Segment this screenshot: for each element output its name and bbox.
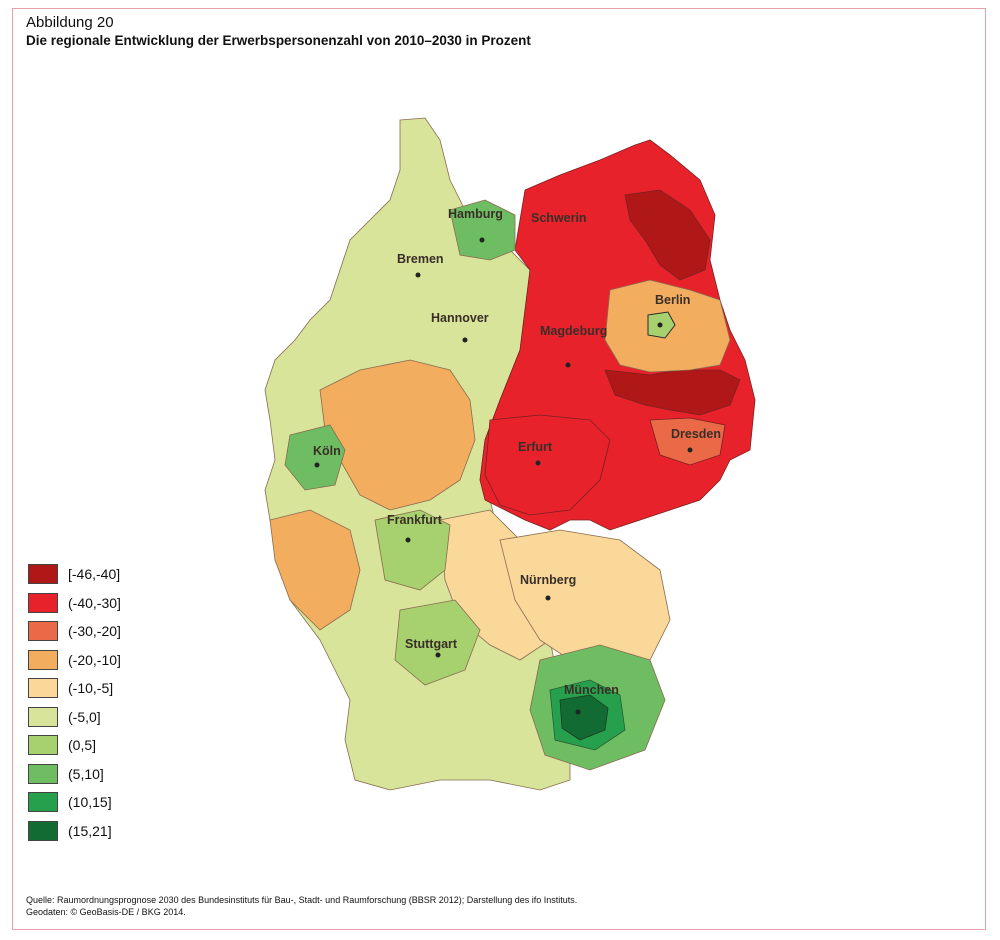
legend-swatch: [28, 763, 58, 784]
legend-item: (-40,-30]: [28, 589, 121, 618]
city-label-magdeburg: Magdeburg: [540, 324, 607, 338]
city-label-muenchen: München: [564, 683, 619, 697]
marker-nuernberg: [545, 595, 551, 601]
region-stuttgart: [394, 599, 481, 686]
legend-swatch: [28, 735, 58, 756]
city-label-berlin: Berlin: [655, 293, 690, 307]
region-rhineland-orange: [269, 509, 361, 631]
region-lausitz-dark: [604, 369, 741, 416]
source-line-1: Quelle: Raumordnungsprognose 2030 des Bu…: [26, 895, 578, 905]
city-label-koeln: Köln: [313, 444, 341, 458]
source-note: Quelle: Raumordnungsprognose 2030 des Bu…: [26, 894, 577, 918]
city-markers: [314, 237, 693, 715]
legend-label: (0,5]: [68, 737, 97, 754]
legend-label: (-30,-20]: [68, 623, 121, 640]
marker-erfurt: [535, 460, 541, 466]
city-label-dresden: Dresden: [671, 427, 721, 441]
legend-item: (-30,-20]: [28, 617, 121, 646]
legend-item: (-20,-10]: [28, 646, 121, 675]
marker-dresden: [687, 447, 693, 453]
legend-swatch: [28, 592, 58, 613]
legend-swatch: [28, 820, 58, 841]
germany-choropleth-map: Hamburg Schwerin Bremen Berlin Hannover …: [264, 117, 756, 791]
marker-stuttgart: [435, 652, 441, 658]
legend-swatch: [28, 706, 58, 727]
city-label-bremen: Bremen: [397, 252, 444, 266]
legend-label: [-46,-40]: [68, 566, 121, 583]
legend-label: (5,10]: [68, 765, 104, 782]
city-label-stuttgart: Stuttgart: [405, 637, 458, 651]
marker-magdeburg: [565, 362, 571, 368]
marker-koeln: [314, 462, 320, 468]
region-koeln: [284, 424, 346, 491]
legend-label: (-10,-5]: [68, 680, 114, 697]
region-dresden: [649, 417, 726, 466]
marker-hannover: [462, 337, 468, 343]
legend-label: (-20,-10]: [68, 651, 121, 668]
legend-label: (-5,0]: [68, 708, 101, 725]
legend-item: (10,15]: [28, 788, 121, 817]
marker-frankfurt: [405, 537, 411, 543]
figure-label: Abbildung 20: [26, 14, 114, 31]
legend-swatch: [28, 621, 58, 642]
marker-hamburg: [479, 237, 485, 243]
marker-bremen: [415, 272, 421, 278]
marker-berlin: [657, 322, 663, 328]
region-thuringia: [484, 414, 611, 516]
figure-title: Die regionale Entwicklung der Erwerbsper…: [26, 33, 531, 48]
legend-label: (-40,-30]: [68, 594, 121, 611]
legend-label: (10,15]: [68, 794, 112, 811]
marker-muenchen: [575, 709, 581, 715]
figure-frame: [12, 8, 986, 930]
city-label-nuernberg: Nürnberg: [520, 573, 576, 587]
region-frankfurt: [374, 509, 451, 591]
legend-swatch: [28, 564, 58, 585]
source-line-2: Geodaten: © GeoBasis-DE / BKG 2014.: [26, 907, 186, 917]
region-muenchen-core: [559, 694, 609, 741]
map-legend: [-46,-40] (-40,-30] (-30,-20] (-20,-10] (-10…: [28, 560, 121, 845]
legend-label: (15,21]: [68, 822, 112, 839]
legend-item: (0,5]: [28, 731, 121, 760]
region-hamburg: [449, 199, 516, 261]
legend-item: (-10,-5]: [28, 674, 121, 703]
legend-swatch: [28, 678, 58, 699]
legend-item: (5,10]: [28, 760, 121, 789]
legend-item: (-5,0]: [28, 703, 121, 732]
city-label-hamburg: Hamburg: [448, 207, 503, 221]
legend-item: (15,21]: [28, 817, 121, 846]
city-label-erfurt: Erfurt: [518, 440, 553, 454]
city-label-frankfurt: Frankfurt: [387, 513, 443, 527]
region-mecklenburg-dark: [624, 189, 711, 281]
city-label-hannover: Hannover: [431, 311, 489, 325]
legend-swatch: [28, 649, 58, 670]
figure-header: Abbildung 20 Die regionale Entwicklung d…: [26, 14, 531, 48]
legend-item: [-46,-40]: [28, 560, 121, 589]
legend-swatch: [28, 792, 58, 813]
city-label-schwerin: Schwerin: [531, 211, 587, 225]
